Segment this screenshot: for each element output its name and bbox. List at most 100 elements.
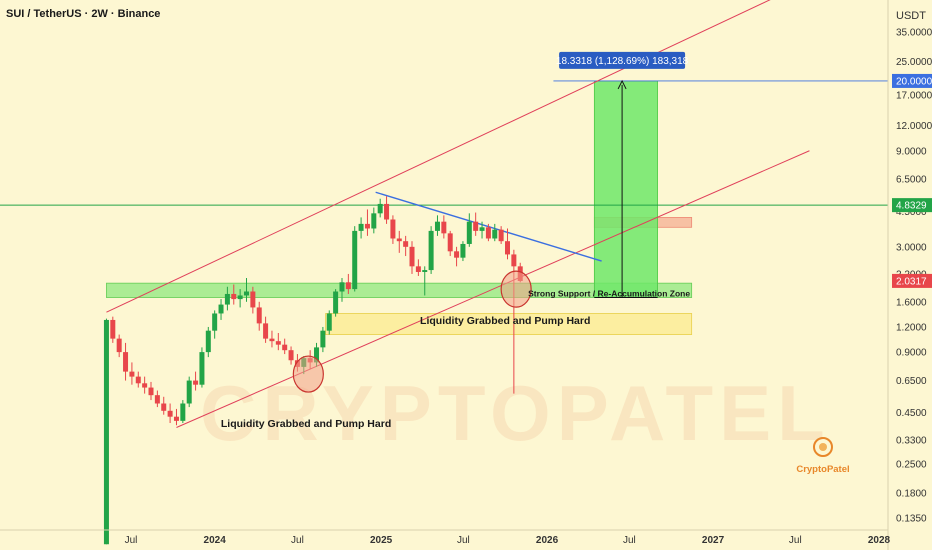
candle[interactable]	[148, 381, 154, 401]
candle[interactable]	[498, 226, 504, 244]
candle[interactable]	[205, 326, 211, 358]
candle[interactable]	[269, 330, 275, 348]
price-tag-bg	[892, 273, 932, 288]
candle[interactable]	[218, 299, 224, 320]
candle[interactable]	[454, 246, 460, 267]
candle[interactable]	[326, 310, 332, 335]
candle[interactable]	[275, 332, 281, 351]
candle[interactable]	[224, 286, 230, 311]
candle[interactable]	[345, 273, 351, 294]
candle[interactable]	[371, 207, 377, 234]
brand-logo: CryptoPatel	[796, 437, 850, 475]
candle[interactable]	[320, 326, 326, 353]
candle[interactable]	[409, 241, 415, 274]
candle-body	[154, 395, 160, 404]
candle[interactable]	[390, 215, 396, 244]
candle[interactable]	[434, 215, 440, 236]
candle-body	[129, 371, 135, 377]
price-tag[interactable]: 2.0317	[892, 273, 932, 288]
candle[interactable]	[288, 346, 294, 365]
candle[interactable]	[396, 230, 402, 253]
candle[interactable]	[129, 362, 135, 385]
candle[interactable]	[377, 198, 383, 218]
channel-upper-line[interactable]	[106, 0, 795, 313]
y-tick-label: 0.1800	[896, 488, 927, 499]
candle[interactable]	[441, 215, 447, 239]
candle[interactable]	[479, 221, 485, 239]
liquidity-circle[interactable]	[292, 355, 324, 393]
candle[interactable]	[422, 266, 428, 296]
candle[interactable]	[237, 289, 243, 308]
measure-label[interactable]: 18.3318 (1,128.69%) 183,318	[556, 51, 689, 69]
candle[interactable]	[161, 396, 167, 415]
candle-body	[434, 221, 440, 231]
candle[interactable]	[339, 278, 345, 302]
candle[interactable]	[364, 209, 370, 236]
annotations-layer: 18.3318 (1,128.69%) 183,318 Liquidity Gra…	[221, 51, 690, 430]
channel-lower-line[interactable]	[176, 150, 810, 428]
liquidity-circle[interactable]	[500, 270, 532, 308]
candle-body	[116, 338, 122, 353]
candle-body	[218, 304, 224, 314]
candle[interactable]	[103, 318, 109, 545]
candle[interactable]	[250, 286, 256, 314]
candle[interactable]	[212, 310, 218, 339]
y-tick-label: 3.0000	[896, 242, 927, 253]
candle[interactable]	[460, 241, 466, 262]
y-tick-label: 1.6000	[896, 297, 927, 308]
candle[interactable]	[135, 371, 141, 388]
candle[interactable]	[466, 213, 472, 247]
y-tick-label: 9.0000	[896, 146, 927, 157]
zone-target[interactable]	[593, 80, 658, 298]
y-tick-label: 0.6500	[896, 376, 927, 387]
candle[interactable]	[447, 230, 453, 257]
candle[interactable]	[199, 347, 205, 388]
candle-body	[180, 403, 186, 421]
candle[interactable]	[428, 226, 434, 274]
candle[interactable]	[142, 376, 148, 394]
price-tag[interactable]: 4.8329	[892, 198, 932, 213]
candle[interactable]	[358, 217, 364, 239]
candle[interactable]	[282, 338, 288, 355]
candle[interactable]	[256, 301, 262, 331]
candle[interactable]	[263, 316, 269, 343]
candle-body	[237, 295, 243, 300]
candle[interactable]	[231, 284, 237, 305]
x-tick-label: Jul	[457, 535, 470, 546]
candle[interactable]	[186, 376, 192, 408]
candle[interactable]	[173, 408, 179, 426]
candle[interactable]	[116, 334, 122, 358]
x-tick-label: 2026	[536, 535, 559, 546]
candle[interactable]	[167, 403, 173, 424]
candle[interactable]	[415, 259, 421, 276]
zone-demand[interactable]	[325, 313, 693, 335]
candle[interactable]	[123, 342, 129, 381]
annotation-text: Strong Support / Re-Accumulation Zone	[528, 288, 690, 298]
candle-body	[441, 221, 447, 234]
candle[interactable]	[473, 212, 479, 236]
candle[interactable]	[485, 223, 491, 242]
candle[interactable]	[243, 278, 249, 302]
candle-body	[148, 387, 154, 396]
y-tick-label: 12.0000	[896, 121, 932, 132]
candle[interactable]	[403, 235, 409, 257]
candle-body	[103, 319, 109, 545]
candle[interactable]	[193, 371, 199, 391]
candle-body	[186, 380, 192, 404]
currency-label[interactable]: USDT	[896, 10, 926, 22]
price-tag[interactable]: 20.0000	[892, 73, 932, 88]
candle[interactable]	[180, 400, 186, 424]
candle-body	[377, 203, 383, 214]
candle[interactable]	[352, 226, 358, 292]
candle[interactable]	[505, 228, 511, 260]
candle[interactable]	[110, 316, 116, 343]
candle[interactable]	[384, 196, 390, 224]
candle[interactable]	[492, 223, 498, 242]
candle[interactable]	[333, 289, 339, 317]
candle[interactable]	[154, 390, 160, 408]
x-tick-label: Jul	[125, 535, 138, 546]
candle-body	[333, 291, 339, 314]
brand-name: CryptoPatel	[796, 464, 849, 475]
